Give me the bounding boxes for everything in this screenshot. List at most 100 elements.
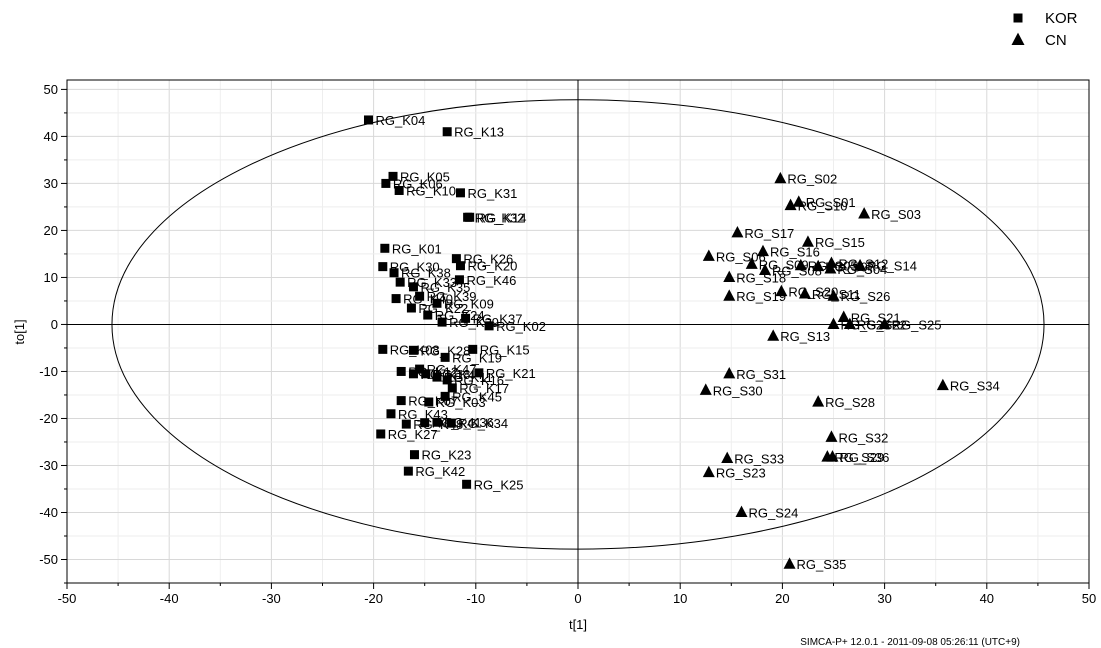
point-label: RG_K48 xyxy=(413,417,463,432)
x-tick-label: 50 xyxy=(1082,591,1096,606)
point-label: RG_S10 xyxy=(798,199,848,214)
legend-marker-square xyxy=(1013,13,1023,23)
confidence-ellipse xyxy=(111,99,1045,550)
point-rg-k29 xyxy=(437,317,447,327)
point-rg-k34 xyxy=(446,418,456,428)
point-label: RG_K42 xyxy=(415,464,465,479)
point-rg-s28 xyxy=(812,395,825,407)
point-label: RG_S14 xyxy=(867,259,917,274)
point-label: RG_K41 xyxy=(432,416,482,431)
point-rg-k24 xyxy=(423,310,433,320)
point-label: RG_S11 xyxy=(812,287,861,302)
x-tick-label: -20 xyxy=(364,591,383,606)
point-label: RG_S24 xyxy=(749,505,799,520)
point-rg-k39 xyxy=(415,291,425,301)
point-label: RG_S17 xyxy=(744,226,794,241)
point-rg-s20 xyxy=(775,284,788,297)
point-label: RG_K35 xyxy=(420,280,470,295)
y-tick-label: -10 xyxy=(39,364,58,379)
point-label: RG_K05 xyxy=(400,169,450,184)
y-tick-label: -50 xyxy=(39,552,58,567)
point-rg-k02 xyxy=(484,321,494,331)
y-axis-label: to[1] xyxy=(12,319,27,344)
point-label: RG_S28 xyxy=(825,395,875,410)
axes xyxy=(61,79,1090,589)
point-rg-s22 xyxy=(843,317,856,330)
point-rg-k47 xyxy=(415,364,425,374)
x-tick-label: 20 xyxy=(775,591,789,606)
point-rg-k22 xyxy=(406,303,416,313)
y-tick-label: 0 xyxy=(51,317,58,332)
point-rg-s17 xyxy=(731,225,744,238)
legend-label: KOR xyxy=(1045,10,1078,27)
legend: KOR CN xyxy=(1011,10,1078,49)
point-label: RG_K45 xyxy=(452,389,502,404)
point-label: RG_S02 xyxy=(787,172,837,187)
x-tick-label: -30 xyxy=(262,591,281,606)
point-label: RG_K17 xyxy=(459,381,509,396)
y-tick-label: 20 xyxy=(44,223,58,238)
point-rg-k43 xyxy=(386,409,396,419)
point-label: RG_K32 xyxy=(475,210,525,225)
point-label: RG_K14 xyxy=(477,210,527,225)
point-rg-k21 xyxy=(474,368,484,378)
point-rg-k09 xyxy=(432,298,442,308)
point-label: RG_S33 xyxy=(734,451,784,466)
point-rg-s15 xyxy=(801,235,814,247)
point-label: RG_S35 xyxy=(797,557,847,572)
point-rg-k07 xyxy=(396,396,406,406)
point-rg-s12 xyxy=(825,256,838,268)
point-label: RG_K31 xyxy=(467,186,517,201)
point-rg-s16 xyxy=(756,244,769,257)
point-rg-k36 xyxy=(432,417,442,427)
point-rg-s26 xyxy=(827,289,840,301)
point-label: RG_S30 xyxy=(713,383,763,398)
footer-text: SIMCA-P+ 12.0.1 - 2011-09-08 05:26:11 (U… xyxy=(800,637,1020,648)
y-tick-label: 10 xyxy=(44,270,58,285)
point-rg-s11 xyxy=(798,287,811,299)
point-rg-k13 xyxy=(442,127,452,137)
point-label: RG_K11 xyxy=(444,370,493,385)
point-label: RG_K01 xyxy=(392,241,442,256)
point-label: RG_S04 xyxy=(837,262,887,277)
x-tick-label: 0 xyxy=(574,591,581,606)
point-rg-s05 xyxy=(794,258,807,271)
point-rg-s34 xyxy=(936,378,949,391)
point-label: RG_S18 xyxy=(736,270,786,285)
x-tick-label: -40 xyxy=(160,591,179,606)
point-rg-k27 xyxy=(376,429,386,439)
x-tick-label: -10 xyxy=(466,591,485,606)
point-label: RG_K15 xyxy=(480,342,530,357)
x-tick-label: 10 xyxy=(673,591,687,606)
point-label: RG_K25 xyxy=(474,477,524,492)
point-label: RG_S34 xyxy=(950,379,1000,394)
point-label: RG_S08 xyxy=(772,263,822,278)
point-rg-k20 xyxy=(455,261,465,271)
point-label: RG_S32 xyxy=(838,430,888,445)
point-rg-k17 xyxy=(447,383,457,393)
point-rg-s01 xyxy=(792,195,805,207)
x-tick-label: -50 xyxy=(58,591,77,606)
point-rg-s10 xyxy=(784,198,797,211)
point-rg-s31 xyxy=(723,366,736,379)
point-rg-s04 xyxy=(824,262,837,274)
point-label: RG_K21 xyxy=(486,366,536,381)
point-rg-s18 xyxy=(723,270,736,282)
point-rg-s32 xyxy=(825,430,838,442)
point-rg-k35 xyxy=(408,282,418,292)
point-rg-k30 xyxy=(378,262,388,272)
point-label: RG_K19 xyxy=(452,350,502,365)
point-rg-k19 xyxy=(440,352,450,362)
point-rg-s36 xyxy=(826,450,839,462)
point-label: RG_K24 xyxy=(435,308,485,323)
point-label: RG_S25 xyxy=(892,317,942,332)
legend-label: CN xyxy=(1045,32,1067,49)
point-label: RG_K04 xyxy=(375,113,425,128)
point-rg-s30 xyxy=(699,383,712,395)
point-rg-s09 xyxy=(745,257,758,269)
y-tick-label: 30 xyxy=(44,176,58,191)
point-rg-k12 xyxy=(396,366,406,376)
hotelling-ellipse xyxy=(111,99,1045,550)
point-label: RG_S13 xyxy=(780,329,830,344)
